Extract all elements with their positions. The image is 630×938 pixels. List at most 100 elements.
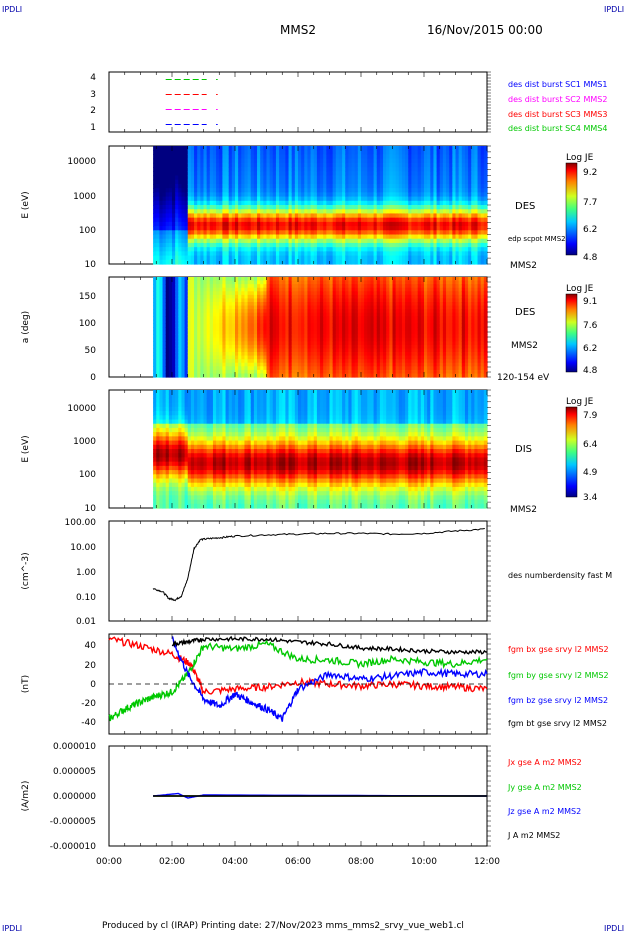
spectrogram-cell [209,183,214,189]
spectrogram-cell [389,192,394,198]
spectrogram-cell [361,209,365,215]
spectrogram-cell [156,209,160,215]
spectrogram-cell [197,200,201,206]
spectrogram-cell [219,362,223,367]
spectrogram-cell [253,150,258,156]
spectrogram-cell [190,209,195,215]
spectrogram-cell [288,179,293,185]
spectrogram-cell [370,309,375,314]
spectrogram-cell [279,226,283,231]
spectrogram-cell [313,337,318,342]
spectrogram-cell [162,369,167,375]
spectrogram-cell [194,192,198,198]
spectrogram-cell [260,309,264,314]
spectrogram-cell [222,334,227,339]
spectrogram-cell [260,337,264,342]
spectrogram-cell [383,255,387,261]
spectrogram-cell [414,213,419,219]
spectrogram-cell [449,234,453,240]
spectrogram-cell [367,294,372,300]
spectrogram-cell [178,284,183,289]
spectrogram-cell [326,294,331,300]
spectrogram-cell [298,341,302,346]
spectrogram-cell [326,196,331,202]
spectrogram-cell [351,162,356,168]
spectrogram-cell [408,154,412,160]
spectrogram-cell [342,171,346,177]
spectrogram-cell [184,362,189,367]
spectrogram-cell [184,192,189,198]
spectrogram-cell [197,280,201,285]
spectrogram-cell [181,334,186,339]
spectrogram-cell [162,154,167,160]
spectrogram-cell [316,319,321,325]
spectrogram-cell [253,291,258,296]
spectrogram-cell [398,146,403,151]
spectrogram-cell [307,162,312,168]
spectrogram-cell [279,334,283,339]
spectrogram-cell [367,179,372,185]
spectrogram-cell [316,355,321,360]
spectrogram-cell [175,344,179,350]
spectrogram-cell [408,183,412,189]
spectrogram-cell [184,188,189,193]
spectrogram-cell [216,291,220,296]
spectrogram-cell [181,277,186,282]
spectrogram-cell [342,280,346,285]
spectrogram-cell [269,305,274,310]
spectrogram-cell [401,162,406,168]
spectrogram-cell [329,150,334,156]
spectrogram-cell [294,355,299,360]
spectrogram-cell [401,209,406,215]
spectrogram-cell [420,242,425,248]
spectrogram-cell [345,158,349,164]
spectrogram-cell [260,217,264,223]
spectrogram-cell [190,226,195,231]
spectrogram-cell [162,287,167,292]
spectrogram-cell [266,154,271,160]
spectrogram-cell [332,287,337,292]
spectrogram-cell [364,291,368,296]
spectrogram-cell [253,162,258,168]
spectrogram-cell [458,221,463,227]
spectrogram-cell [282,294,286,300]
spectrogram-cell [458,179,463,185]
spectrogram-cell [222,162,227,168]
spectrogram-cell [206,238,211,244]
spectrogram-cell [181,255,186,261]
spectrogram-cell [216,319,220,325]
spectrogram-cell [320,291,324,296]
spectrogram-cell [354,362,359,367]
spectrogram-cell [194,344,198,350]
spectrogram-cell [367,150,372,156]
spectrogram-cell [370,319,375,325]
spectrogram-cell [417,171,422,177]
spectrogram-cell [329,287,334,292]
spectrogram-cell [455,226,460,231]
spectrogram-cell [449,200,453,206]
spectrogram-cell [235,167,239,172]
spectrogram-cell [455,217,460,223]
spectrogram-cell [329,209,334,215]
spectrogram-cell [364,162,368,168]
spectrogram-cell [348,167,353,172]
spectrogram-cell [253,327,258,332]
spectrogram-cell [379,238,384,244]
spectrogram-cell [244,316,249,321]
spectrogram-cell [269,330,274,335]
spectrogram-cell [250,323,255,328]
spectrogram-cell [241,341,246,346]
spectrogram-cell [320,192,324,198]
spectrogram-cell [238,369,242,375]
spectrogram-cell [370,359,375,364]
spectrogram-cell [228,188,233,193]
spectrogram-cell [247,213,252,219]
spectrogram-cell [304,352,309,357]
spectrogram-cell [165,200,170,206]
spectrogram-cell [335,327,340,332]
spectrogram-cell [376,255,381,261]
spectrogram-cell [345,287,349,292]
spectrogram-cell [405,171,409,177]
spectrogram-cell [411,230,416,236]
spectrogram-cell [269,221,274,227]
